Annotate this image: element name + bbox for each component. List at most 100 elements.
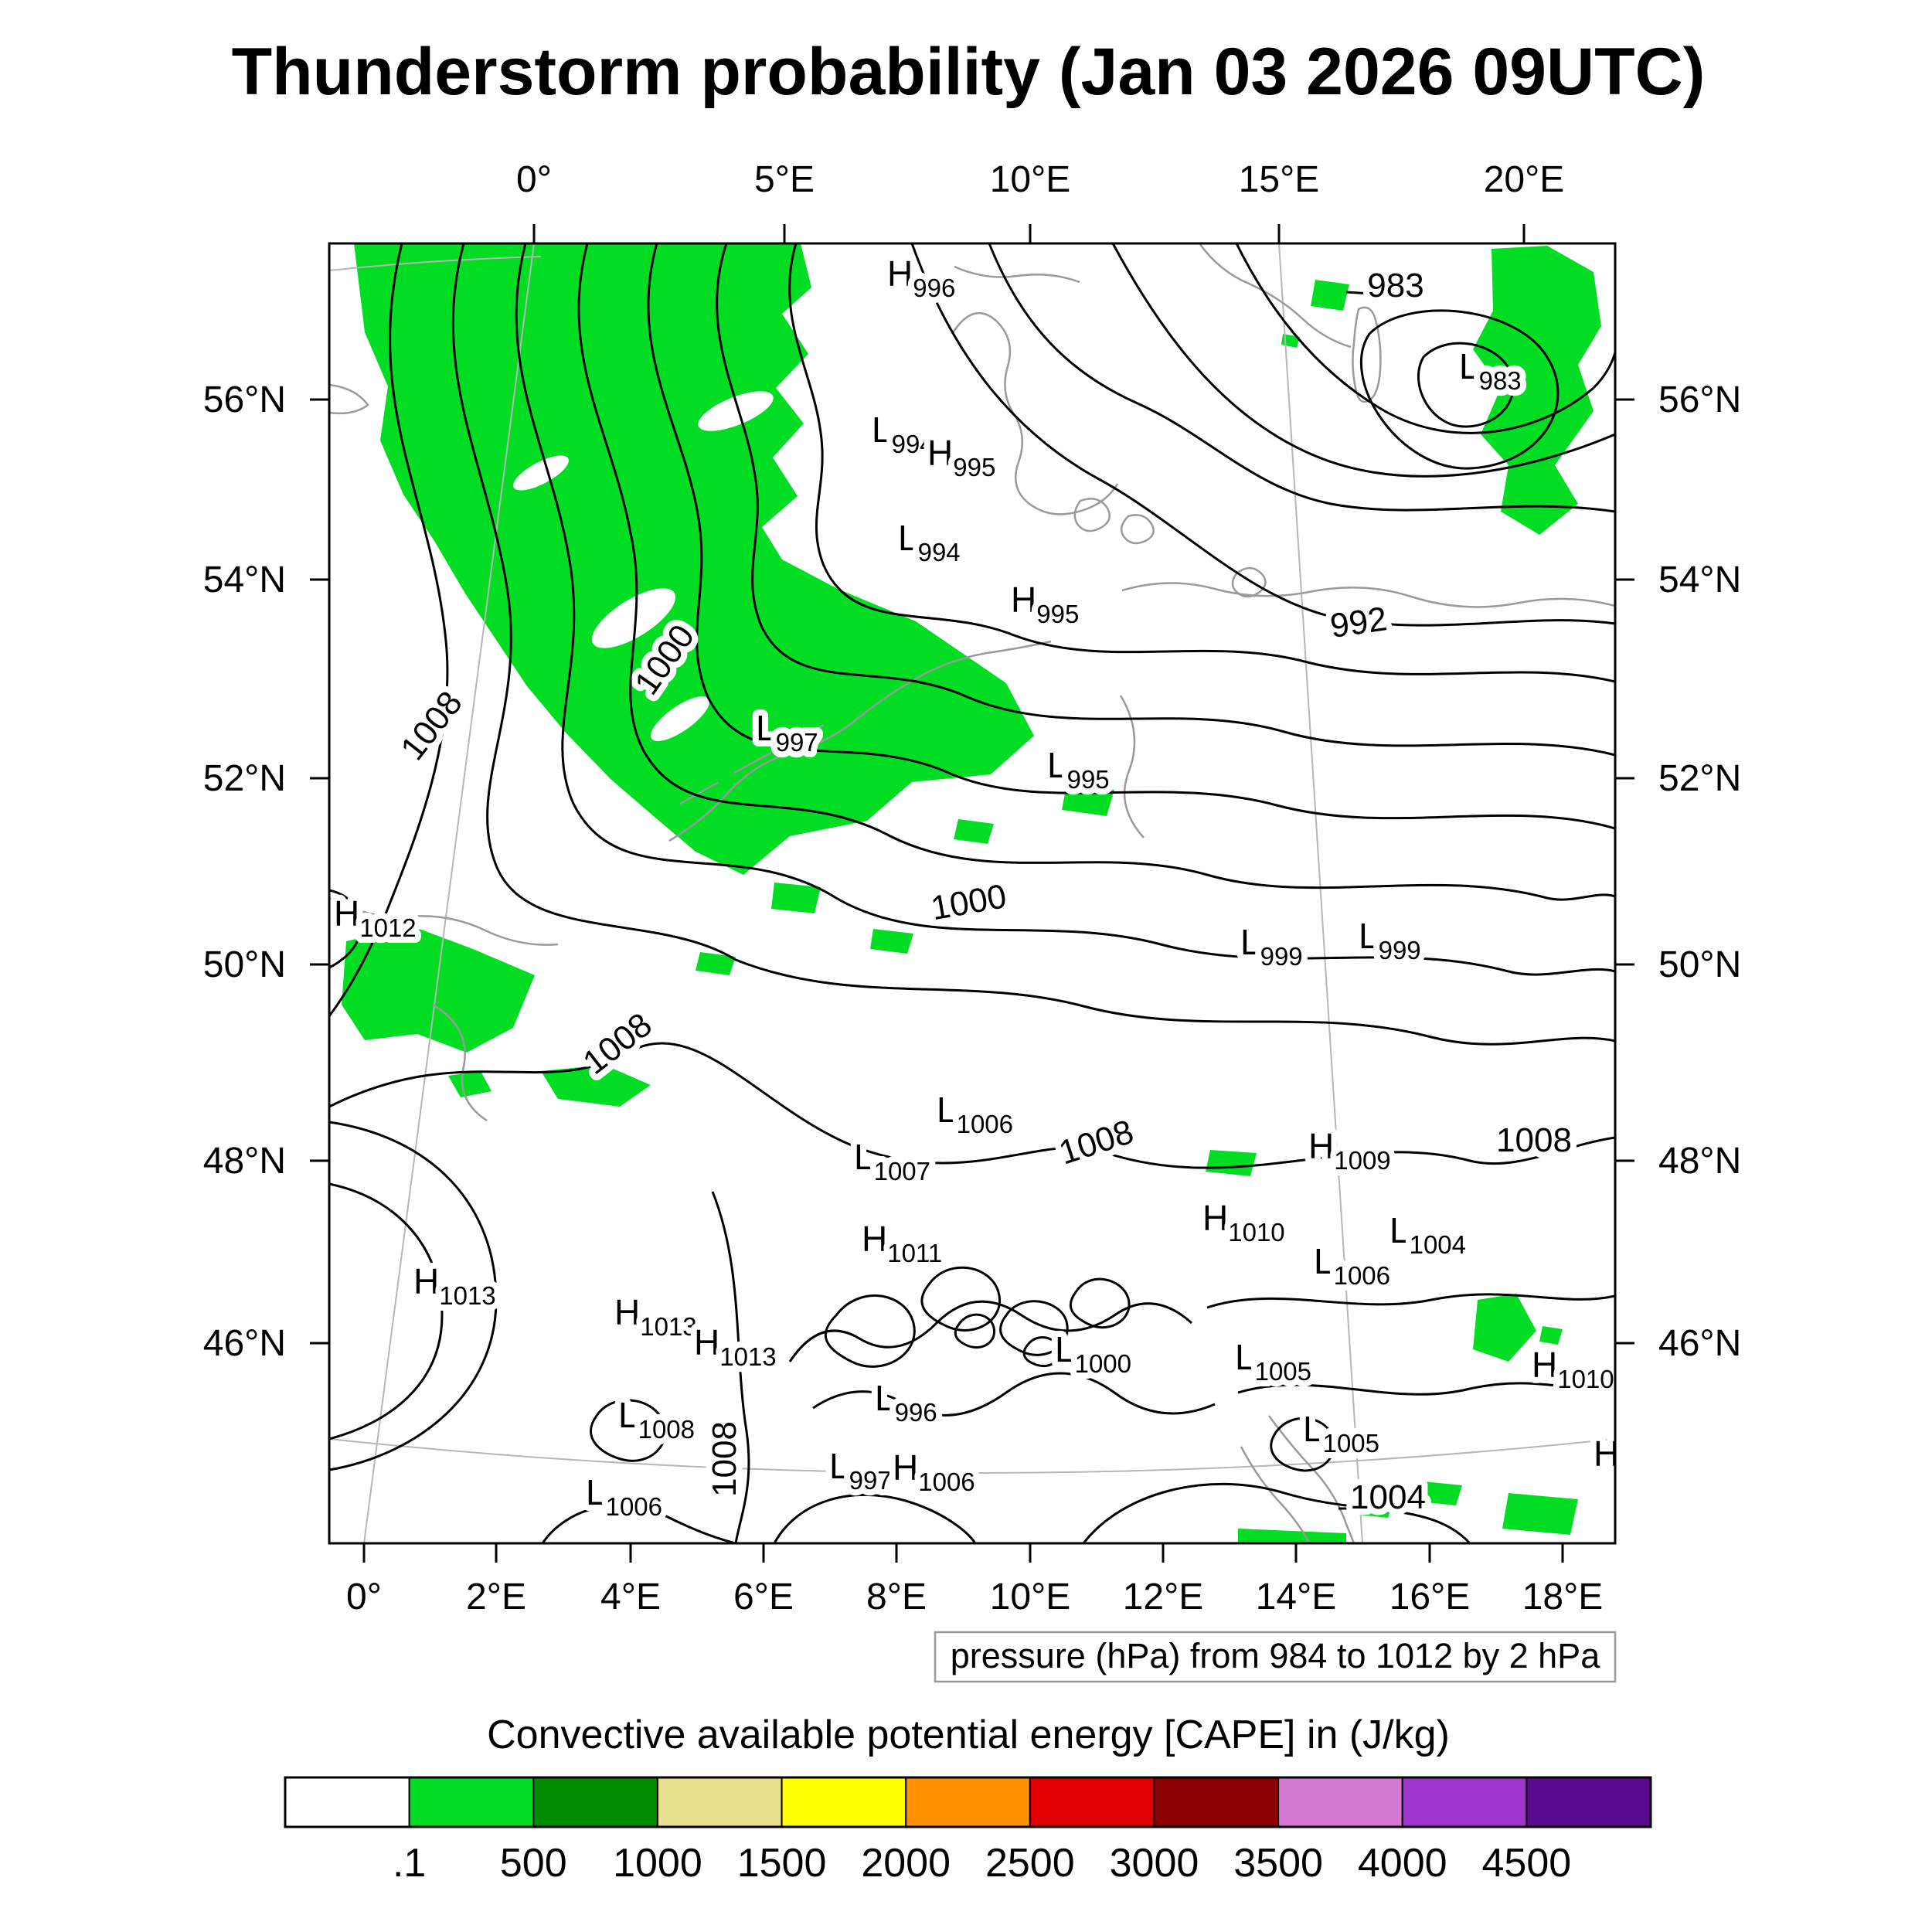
colorbar-tick-label: 2500 (985, 1841, 1075, 1886)
axis-tick-label: 16°E (1389, 1577, 1471, 1617)
map-frame (328, 242, 1617, 1545)
contour-value-label: 1008 (1496, 1121, 1572, 1159)
colorbar-cell (1029, 1777, 1155, 1828)
pressure-center: L1005 (1303, 1409, 1379, 1458)
axis-tick-label: 10°E (990, 1577, 1071, 1617)
axis-tick-label: 52°N (203, 758, 286, 799)
isobar-path (577, 243, 1615, 901)
colorbar-tick-label: 4500 (1482, 1841, 1572, 1886)
cape-region (1473, 1294, 1536, 1362)
axis-tick-label: 46°N (1658, 1323, 1741, 1364)
pressure-center: L1007 (854, 1137, 930, 1185)
contour-value-label: 1000 (928, 877, 1009, 927)
axis-tick-label: 8°E (866, 1577, 927, 1617)
caption-text: pressure (hPa) from 984 to 1012 by 2 hPa (951, 1636, 1600, 1675)
colorbar-border (284, 1776, 1652, 1828)
cape-hole (591, 588, 676, 648)
isobar-path (451, 243, 1615, 1046)
axis-tick-label: 5°E (754, 159, 815, 200)
isobar-path (824, 1294, 916, 1368)
pressure-center: H1012 (334, 893, 417, 942)
parallel-line (329, 256, 542, 271)
contour-value-label: 992 (1328, 600, 1389, 645)
isobar-path (647, 243, 1615, 830)
coastline-path (1231, 566, 1267, 598)
pressure-center: H1013 (413, 1261, 496, 1310)
coastline-path (1198, 243, 1352, 349)
isobar-path (988, 243, 1615, 513)
isobar-path (1237, 1382, 1615, 1396)
cape-hole (698, 391, 774, 431)
coastline-path (668, 640, 1052, 842)
cape-region (354, 243, 1034, 875)
pressure-center: H1011 (862, 1219, 942, 1267)
isobar-path (788, 243, 1615, 683)
cape-region (1539, 1326, 1563, 1345)
axis-tick-label: 56°N (1658, 379, 1741, 420)
pressure-center: L1006 (1314, 1241, 1390, 1290)
axis-tick-label: 18°E (1522, 1577, 1604, 1617)
cape-region (870, 929, 913, 954)
cape-region (1411, 1481, 1462, 1505)
colorbar-cell (1526, 1777, 1652, 1828)
coastline-path (1240, 1446, 1311, 1543)
cape-region (342, 926, 535, 1053)
isobar-path (329, 889, 362, 969)
cape-shading (342, 243, 1601, 1543)
meridian-line (1278, 243, 1363, 1543)
page-title: Thunderstorm probability (Jan 03 2026 09… (232, 35, 1706, 109)
colorbar-title: Convective available potential energy [C… (487, 1713, 1450, 1757)
pressure-center: L995 (1047, 745, 1110, 794)
pressure-center: H1009 (1308, 1126, 1391, 1175)
isobar-path (1022, 1336, 1061, 1367)
axis-tick-label: 2°E (466, 1577, 526, 1617)
colorbar-cell (532, 1777, 658, 1828)
colorbar-cell (1153, 1777, 1280, 1828)
isobars (329, 243, 1615, 1543)
colorbar-tick-label: 1000 (613, 1841, 702, 1886)
pressure-center: L1006 (586, 1472, 662, 1521)
coastline-path (951, 311, 1119, 515)
cape-region (1473, 246, 1601, 535)
isobar-path (1235, 243, 1615, 434)
meridian-line (363, 243, 535, 1543)
pressure-center: H1013 (614, 1292, 697, 1341)
colorbar-cell (781, 1777, 907, 1828)
contour-value-label: 1008 (393, 684, 470, 767)
colorbar-tick-label: 4000 (1358, 1841, 1447, 1886)
colorbar-tick-label: 2000 (861, 1841, 951, 1886)
coastline-path (1119, 695, 1145, 838)
isobar-path (1417, 342, 1515, 428)
isobar-path (1270, 1417, 1335, 1472)
colorbar-cell (905, 1777, 1031, 1828)
colorbar-tick-label: 3000 (1110, 1841, 1199, 1886)
parallel-line (329, 1438, 1615, 1474)
colorbar-cell (656, 1777, 783, 1828)
isobar-path (1069, 1277, 1131, 1329)
axis-tick-label: 4°E (600, 1577, 661, 1617)
pressure-center: L1005 (1235, 1337, 1311, 1386)
isobar-path (590, 1399, 667, 1462)
pressure-center: L999 (1240, 922, 1303, 971)
coastline-path (329, 383, 369, 415)
isobar-path (329, 1042, 1615, 1169)
coastline-path (679, 723, 825, 805)
isobar-path (999, 1300, 1069, 1356)
isobar-path (1082, 1482, 1471, 1543)
isobar-path (812, 1372, 1216, 1417)
axis-tick-label: 56°N (203, 379, 286, 420)
colorbar: .1 500 1000 1500 2000 2500 3000 3500 4000 4500 (284, 1776, 1652, 1886)
axis-tick-label: 54°N (1658, 560, 1741, 600)
coastline-path (1121, 582, 1615, 608)
isobar-path (711, 1191, 750, 1543)
pressure-center: L1006 (937, 1090, 1013, 1138)
coastline-path (954, 265, 1080, 284)
isobar-path (773, 1493, 977, 1543)
axis-tick-label: 48°N (1658, 1141, 1741, 1182)
isobar-path (329, 1121, 498, 1471)
pressure-center: H995 (927, 433, 995, 481)
isobar-path (788, 1300, 1193, 1362)
coastline-path (432, 1003, 488, 1122)
cape-hole (513, 455, 569, 491)
